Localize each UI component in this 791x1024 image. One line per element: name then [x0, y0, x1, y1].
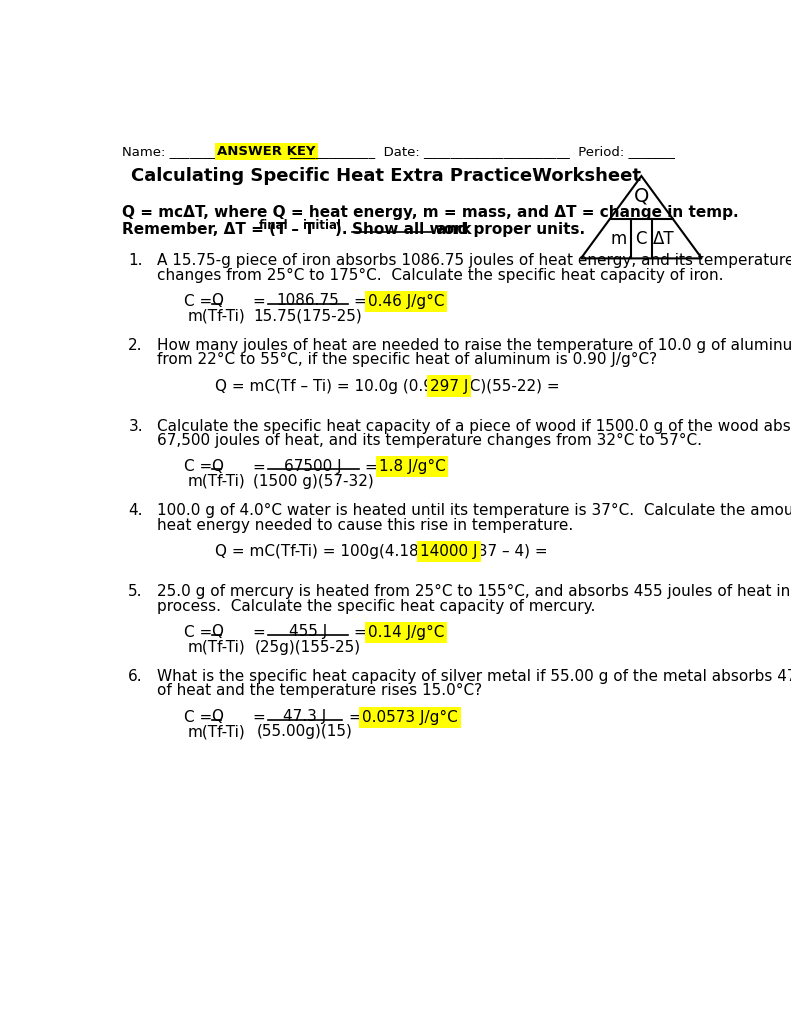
- Text: =: =: [252, 294, 265, 309]
- Text: C =: C =: [184, 625, 212, 640]
- Text: (1500 g)(57-32): (1500 g)(57-32): [253, 474, 373, 489]
- Text: Q: Q: [634, 186, 649, 206]
- Text: What is the specific heat capacity of silver metal if 55.00 g of the metal absor: What is the specific heat capacity of si…: [157, 669, 791, 684]
- Text: 47.3 J: 47.3 J: [283, 709, 327, 724]
- Text: ΔT: ΔT: [653, 229, 675, 248]
- Text: of heat and the temperature rises 15.0°C?: of heat and the temperature rises 15.0°C…: [157, 683, 483, 698]
- Text: process.  Calculate the specific heat capacity of mercury.: process. Calculate the specific heat cap…: [157, 599, 596, 613]
- Text: Calculate the specific heat capacity of a piece of wood if 1500.0 g of the wood : Calculate the specific heat capacity of …: [157, 419, 791, 433]
- Text: 0.14 J/g°C: 0.14 J/g°C: [368, 625, 445, 640]
- Text: =: =: [252, 460, 265, 474]
- Text: ANSWER KEY: ANSWER KEY: [218, 145, 316, 159]
- Text: Q: Q: [210, 293, 223, 308]
- Text: 2.: 2.: [128, 338, 143, 352]
- Text: – T: – T: [286, 222, 314, 238]
- Text: C: C: [636, 229, 647, 248]
- Text: Q: Q: [210, 625, 223, 639]
- Text: 1.8 J/g°C: 1.8 J/g°C: [379, 460, 445, 474]
- Text: Name: __________: Name: __________: [122, 145, 236, 159]
- Text: 15.75(175-25): 15.75(175-25): [253, 308, 362, 324]
- Text: (25g)(155-25): (25g)(155-25): [255, 640, 361, 654]
- Text: Q: Q: [210, 459, 223, 473]
- Text: Remember, ΔT = (T: Remember, ΔT = (T: [122, 222, 286, 238]
- Text: m(Tf-Ti): m(Tf-Ti): [187, 474, 245, 489]
- Text: m(Tf-Ti): m(Tf-Ti): [187, 724, 245, 739]
- Text: Show all work: Show all work: [351, 222, 471, 238]
- Text: (55.00g)(15): (55.00g)(15): [257, 724, 353, 739]
- Text: =: =: [354, 294, 366, 309]
- Text: 4.: 4.: [128, 503, 143, 518]
- Text: 3.: 3.: [128, 419, 143, 433]
- Text: heat energy needed to cause this rise in temperature.: heat energy needed to cause this rise in…: [157, 518, 573, 532]
- Text: final: final: [259, 219, 288, 232]
- Text: 6.: 6.: [128, 669, 143, 684]
- Text: 0.0573 J/g°C: 0.0573 J/g°C: [362, 710, 458, 725]
- Text: changes from 25°C to 175°C.  Calculate the specific heat capacity of iron.: changes from 25°C to 175°C. Calculate th…: [157, 267, 724, 283]
- Text: =: =: [252, 710, 265, 725]
- Text: and proper units.: and proper units.: [431, 222, 585, 238]
- Text: Q = mC(Tf – Ti) = 10.0g (0.90J/g°C)(55-22) =: Q = mC(Tf – Ti) = 10.0g (0.90J/g°C)(55-2…: [215, 379, 565, 393]
- Text: Q = mcΔT, where Q = heat energy, m = mass, and ΔT = change in temp.: Q = mcΔT, where Q = heat energy, m = mas…: [122, 205, 739, 219]
- Text: m(Tf-Ti): m(Tf-Ti): [187, 640, 245, 654]
- Text: 67,500 joules of heat, and its temperature changes from 32°C to 57°C.: 67,500 joules of heat, and its temperatu…: [157, 433, 702, 449]
- Text: =: =: [252, 625, 265, 640]
- Text: =: =: [354, 625, 366, 640]
- Text: ).: ).: [335, 222, 358, 238]
- Text: 0.46 J/g°C: 0.46 J/g°C: [368, 294, 445, 309]
- Text: 67500 J: 67500 J: [284, 459, 342, 473]
- Text: 14000 J: 14000 J: [420, 544, 478, 559]
- Text: 5.: 5.: [128, 584, 143, 599]
- Text: Calculating Specific Heat Extra PracticeWorksheet: Calculating Specific Heat Extra Practice…: [131, 167, 641, 184]
- Text: 455 J: 455 J: [289, 625, 327, 639]
- Text: =: =: [348, 710, 361, 725]
- Text: Q: Q: [210, 709, 223, 724]
- Text: from 22°C to 55°C, if the specific heat of aluminum is 0.90 J/g°C?: from 22°C to 55°C, if the specific heat …: [157, 352, 657, 368]
- Text: A 15.75-g piece of iron absorbs 1086.75 joules of heat energy, and its temperatu: A 15.75-g piece of iron absorbs 1086.75 …: [157, 253, 791, 268]
- Text: m: m: [611, 229, 627, 248]
- Text: C =: C =: [184, 294, 212, 309]
- Text: 1.: 1.: [128, 253, 143, 268]
- Text: m(Tf-Ti): m(Tf-Ti): [187, 308, 245, 324]
- Text: 297 J: 297 J: [430, 379, 468, 393]
- Text: 25.0 g of mercury is heated from 25°C to 155°C, and absorbs 455 joules of heat i: 25.0 g of mercury is heated from 25°C to…: [157, 584, 791, 599]
- Text: C =: C =: [184, 710, 212, 725]
- Text: 1086.75: 1086.75: [276, 293, 339, 308]
- Text: _____________  Date: ______________________  Period: _______: _____________ Date: ____________________…: [289, 145, 675, 159]
- Text: C =: C =: [184, 460, 212, 474]
- Text: How many joules of heat are needed to raise the temperature of 10.0 g of aluminu: How many joules of heat are needed to ra…: [157, 338, 791, 352]
- Text: initial: initial: [304, 219, 342, 232]
- Text: =: =: [365, 460, 377, 474]
- Text: Q = mC(Tf-Ti) = 100g(4.184J/g°C)(37 – 4) =: Q = mC(Tf-Ti) = 100g(4.184J/g°C)(37 – 4)…: [215, 544, 553, 559]
- Text: 100.0 g of 4.0°C water is heated until its temperature is 37°C.  Calculate the a: 100.0 g of 4.0°C water is heated until i…: [157, 503, 791, 518]
